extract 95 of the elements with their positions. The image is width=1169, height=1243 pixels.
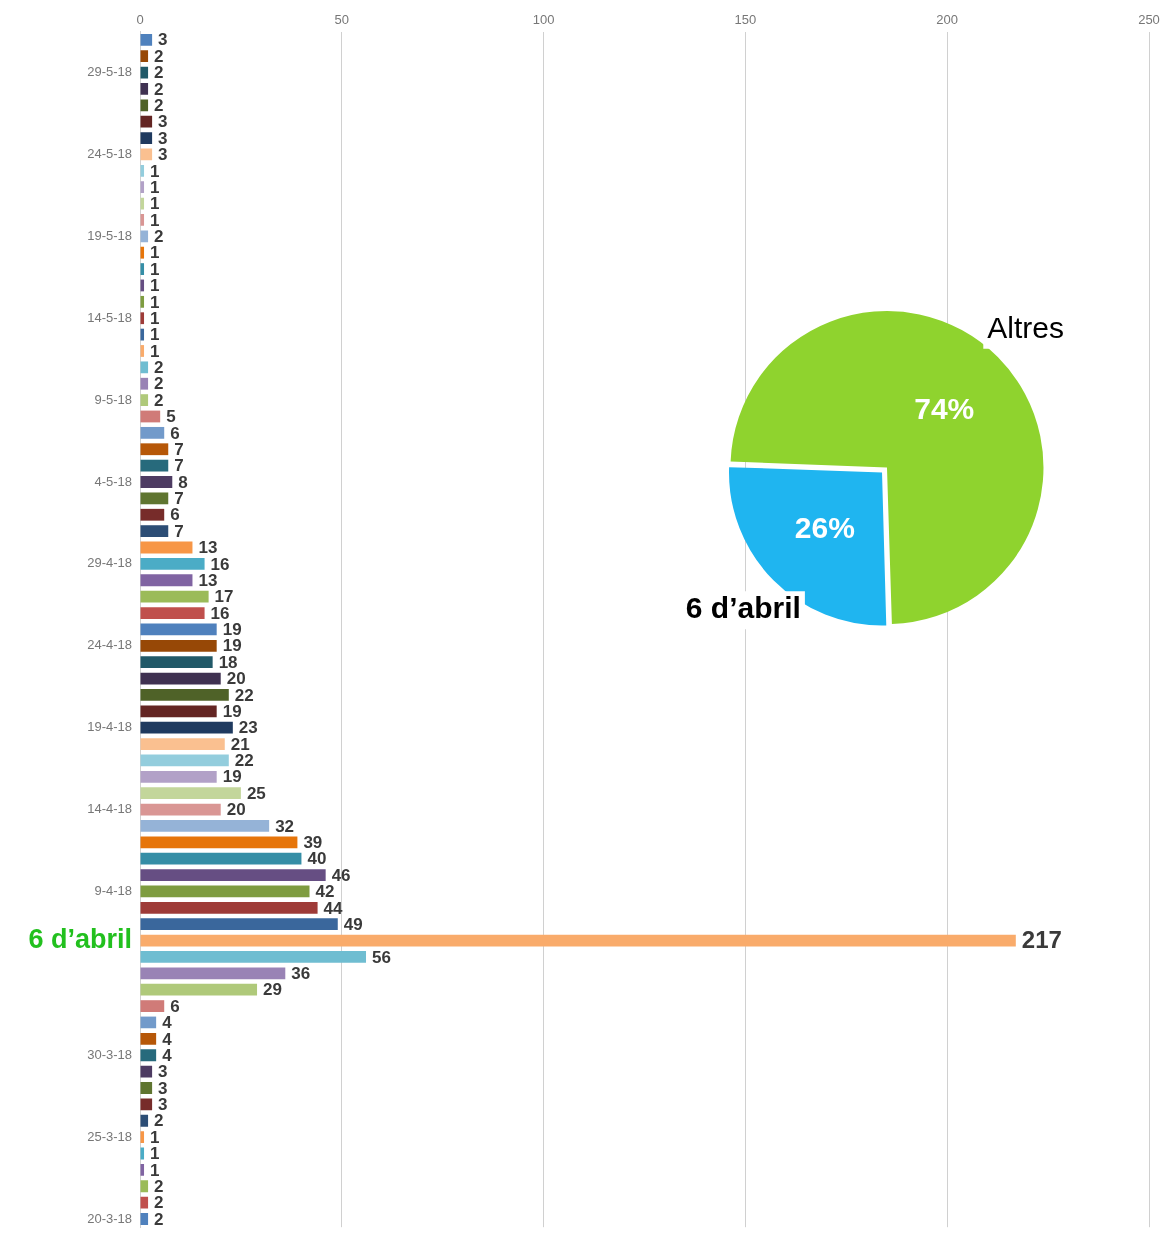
y-tick-label: 24-4-18 — [87, 637, 132, 653]
bar — [140, 476, 173, 488]
y-tick-label: 19-5-18 — [87, 227, 132, 243]
bar — [140, 623, 217, 636]
data-label: 74% — [914, 391, 975, 425]
y-tick-label: 20-3-18 — [87, 1210, 132, 1226]
bar — [140, 1098, 153, 1111]
y-tick-label: 9-4-18 — [94, 883, 132, 899]
bar — [140, 639, 217, 652]
bar — [140, 852, 302, 865]
bar — [140, 443, 169, 456]
bar — [140, 607, 205, 619]
y-tick-label: 25-3-18 — [87, 1128, 132, 1144]
bar — [140, 967, 286, 980]
y-tick-label: 30-3-18 — [87, 1046, 132, 1062]
bar — [140, 377, 149, 390]
bar — [140, 738, 225, 750]
y-tick-label: 29-4-18 — [87, 555, 132, 571]
bar — [140, 885, 310, 898]
bar — [140, 394, 149, 406]
data-label: 217 — [1021, 926, 1062, 954]
bar — [140, 230, 149, 243]
bar — [140, 426, 165, 439]
bar — [140, 836, 298, 849]
bar — [140, 983, 258, 996]
bar — [140, 1180, 149, 1193]
bar — [140, 132, 153, 144]
bar — [140, 361, 149, 374]
bar — [140, 459, 169, 472]
bar — [140, 525, 169, 538]
bar — [140, 574, 193, 587]
data-label: 25 — [246, 783, 266, 803]
x-tick-label: 200 — [936, 12, 959, 28]
bar — [140, 689, 229, 701]
bar — [140, 1016, 157, 1029]
bar — [140, 918, 338, 931]
y-tick-label: 6 d’abril — [28, 924, 132, 955]
data-label: 56 — [372, 947, 391, 967]
bar — [140, 83, 149, 95]
y-tick-label: 14-5-18 — [87, 309, 132, 325]
data-label: 20 — [226, 800, 246, 820]
slice-label: Altres — [987, 311, 1064, 345]
data-label: 29 — [263, 980, 282, 1000]
bar — [140, 557, 205, 570]
bar — [140, 869, 326, 881]
bar — [140, 50, 149, 63]
bar — [140, 492, 169, 505]
bar — [140, 410, 161, 423]
bar — [140, 1000, 165, 1012]
bar — [140, 1082, 153, 1094]
data-label: 26% — [794, 510, 855, 544]
bar — [140, 934, 1016, 947]
x-tick-label: 150 — [734, 12, 757, 28]
bar — [140, 1049, 157, 1062]
bar — [140, 672, 221, 685]
slice-label: 6 d’abril — [685, 591, 801, 625]
bar — [140, 1114, 149, 1127]
bar — [140, 901, 318, 914]
data-label: 32 — [275, 816, 295, 836]
x-tick-label: 250 — [1138, 12, 1160, 28]
bar — [140, 590, 209, 603]
y-tick-label: 14-4-18 — [87, 801, 132, 817]
bar — [140, 1213, 149, 1225]
bar — [140, 1032, 157, 1045]
bar — [140, 1196, 149, 1209]
bar — [140, 33, 153, 46]
data-label: 3 — [158, 145, 168, 165]
bar — [140, 754, 229, 767]
y-tick-label: 4-5-18 — [94, 473, 132, 489]
bar — [140, 951, 367, 963]
bar — [140, 656, 213, 669]
bar — [140, 508, 165, 521]
y-tick-label: 29-5-18 — [87, 64, 132, 80]
y-tick-label: 24-5-18 — [87, 146, 132, 162]
data-label: 49 — [343, 914, 363, 934]
data-label: 40 — [307, 849, 327, 869]
x-tick-label: 0 — [136, 12, 144, 28]
bar — [140, 99, 149, 112]
bar — [140, 770, 217, 783]
bar — [140, 803, 221, 816]
bar — [140, 705, 217, 718]
data-label: 39 — [303, 833, 323, 852]
x-tick-label: 100 — [532, 12, 555, 28]
bar — [140, 721, 233, 734]
data-label: 6 — [170, 996, 180, 1016]
data-label: 46 — [331, 865, 351, 885]
data-label: 36 — [291, 964, 311, 984]
bar — [140, 115, 153, 128]
bar — [140, 820, 270, 832]
y-tick-label: 19-4-18 — [87, 719, 132, 735]
bar — [140, 541, 193, 554]
x-tick-label: 50 — [334, 12, 350, 28]
bar — [140, 1065, 153, 1078]
y-tick-label: 9-5-18 — [94, 391, 132, 407]
bar — [140, 787, 241, 800]
